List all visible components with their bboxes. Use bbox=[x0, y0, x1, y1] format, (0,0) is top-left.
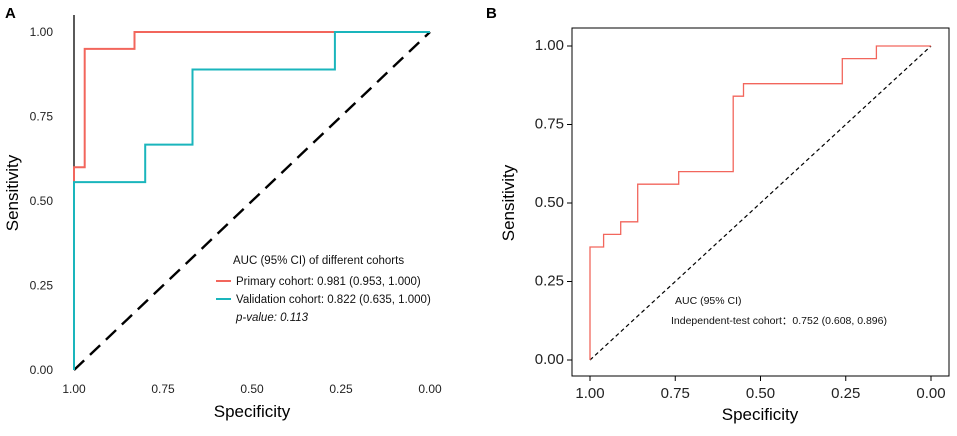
panel-b-legend-independent: Independent-test cohort：0.752 (0.608, 0.… bbox=[671, 315, 887, 327]
panel-a-p-value: p-value: 0.113 bbox=[235, 312, 309, 324]
panel-a-legend-title: AUC (95% CI) of different cohorts bbox=[233, 255, 404, 267]
panel-b: B 1.00 0.75 0.50 0.25 0.00 0.000.250.500.751… bbox=[486, 5, 950, 424]
panel-b-roc-line-independent-test-cohort bbox=[589, 45, 931, 360]
panel-b-label: B bbox=[486, 5, 497, 22]
panel-a-diagonal-line bbox=[73, 31, 431, 371]
panel-a-x-tick-label: 0.75 bbox=[151, 382, 175, 396]
panel-b-series bbox=[589, 45, 931, 360]
panel-a-legend-validation: Validation cohort: 0.822 (0.635, 1.000) bbox=[236, 294, 431, 306]
panel-a-y-tick-label: 0.00 bbox=[30, 363, 54, 377]
panel-b-x-tick-label: 0.00 bbox=[916, 385, 945, 402]
panel-b-y-tick-label: 0.75 bbox=[535, 116, 564, 133]
panel-a-y-tick-label: 1.00 bbox=[30, 25, 54, 39]
panel-b-reference-line bbox=[589, 45, 932, 361]
panel-a-y-tick-label: 0.50 bbox=[30, 194, 54, 208]
panel-a-legend-primary: Primary cohort: 0.981 (0.953, 1.000) bbox=[236, 276, 421, 288]
panel-a-x-tick-label: 0.50 bbox=[240, 382, 264, 396]
panel-b-x-tick-label: 0.50 bbox=[746, 385, 775, 402]
panel-b-x-tick-label: 1.00 bbox=[575, 385, 604, 402]
panel-b-legend-title: AUC (95% CI) bbox=[675, 295, 742, 307]
panel-a-y-tick-label: 0.25 bbox=[30, 279, 54, 293]
panel-a-legend: AUC (95% CI) of different cohorts Primar… bbox=[216, 255, 431, 324]
panel-a-roc-line-validation-cohort bbox=[73, 31, 430, 370]
panel-b-y-ticks: 0.00 0.25 0.50 0.75 1.00 bbox=[535, 37, 572, 368]
panel-b-x-axis-title: Specificity bbox=[722, 405, 799, 424]
panel-b-x-tick-label: 0.75 bbox=[661, 385, 690, 402]
panel-a-label: A bbox=[5, 5, 16, 22]
panel-b-y-tick-label: 1.00 bbox=[535, 37, 564, 54]
panel-a-reference-line bbox=[73, 31, 431, 371]
panel-a-roc-line-primary-cohort bbox=[73, 31, 430, 370]
panel-a-y-tick-label: 0.75 bbox=[30, 110, 54, 124]
panel-b-x-ticks: 1.00 0.75 0.50 0.25 0.00 bbox=[575, 376, 946, 402]
panel-b-y-tick-label: 0.25 bbox=[535, 273, 564, 290]
panel-a-y-ticks: 0.00 0.25 0.50 0.75 1.00 bbox=[30, 25, 54, 377]
panel-b-y-tick-label: 0.50 bbox=[535, 194, 564, 211]
panel-a-y-axis-title: Sensitivity bbox=[3, 154, 22, 231]
panel-a-series bbox=[73, 31, 430, 370]
panel-b-diagonal-line bbox=[589, 45, 932, 361]
panel-b-legend: AUC (95% CI) Independent-test cohort：0.7… bbox=[671, 295, 887, 327]
panel-b-y-tick-label: 0.00 bbox=[535, 351, 564, 368]
panel-b-y-axis-title: Sensitivity bbox=[499, 164, 518, 241]
panel-a-x-tick-label: 0.00 bbox=[418, 382, 442, 396]
panel-a: A 1.00 0.75 0.50 0.25 0.00 0.000.250.500.751… bbox=[3, 5, 442, 421]
panel-a-x-tick-label: 1.00 bbox=[62, 382, 86, 396]
panel-a-x-ticks: 1.00 0.75 0.50 0.25 0.00 bbox=[62, 382, 442, 396]
panel-a-x-axis-title: Specificity bbox=[214, 402, 291, 421]
panel-a-x-tick-label: 0.25 bbox=[329, 382, 353, 396]
panel-b-x-tick-label: 0.25 bbox=[831, 385, 860, 402]
